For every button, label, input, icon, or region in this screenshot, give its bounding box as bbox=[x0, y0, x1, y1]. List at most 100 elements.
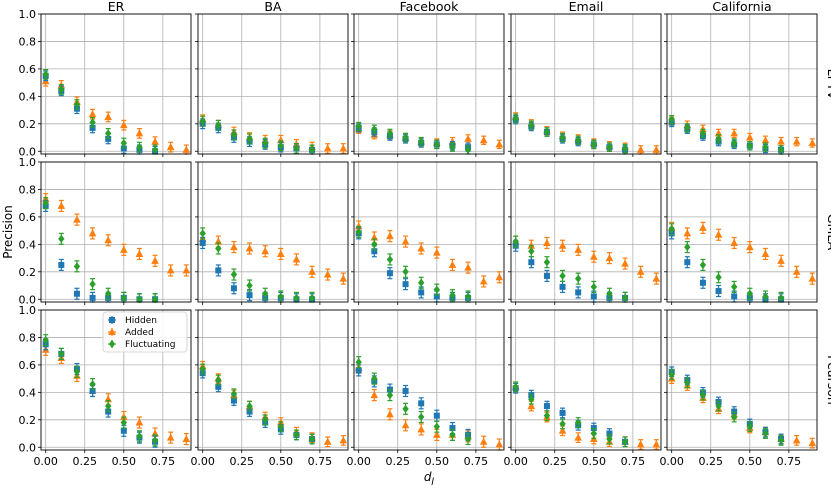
y-tick-label: 0.8 bbox=[19, 35, 37, 48]
data-point-added bbox=[339, 436, 348, 444]
x-tick-label: 0.50 bbox=[112, 455, 137, 468]
data-point-fluctuating bbox=[559, 271, 566, 280]
panel-lptv-california: California LPTV bbox=[664, 0, 831, 157]
panel-frame bbox=[197, 161, 349, 303]
data-point-added bbox=[261, 247, 269, 255]
data-point-fluctuating bbox=[120, 139, 128, 148]
data-point-added bbox=[166, 142, 175, 151]
data-point-added bbox=[792, 436, 801, 444]
x-tick-label: 0.25 bbox=[699, 455, 724, 468]
data-point-fluctuating bbox=[699, 129, 707, 138]
data-point-hidden bbox=[230, 285, 237, 292]
data-point-fluctuating bbox=[668, 115, 675, 124]
data-point-added bbox=[621, 259, 629, 267]
data-point-added bbox=[746, 242, 754, 251]
panel-lptv-facebook: Facebook bbox=[351, 0, 505, 157]
x-tick-label: 0.75 bbox=[308, 455, 333, 468]
y-tick-label: 0.8 bbox=[19, 331, 37, 344]
data-point-fluctuating bbox=[528, 247, 535, 256]
data-point-fluctuating bbox=[230, 270, 238, 279]
data-point-hidden bbox=[246, 408, 253, 415]
x-tick-label: 0.50 bbox=[269, 455, 294, 468]
data-point-fluctuating bbox=[715, 273, 722, 282]
data-point-hidden bbox=[371, 248, 378, 255]
data-point-fluctuating bbox=[104, 289, 112, 298]
data-point-fluctuating bbox=[104, 129, 112, 138]
panel-gmla-facebook bbox=[351, 161, 505, 305]
data-point-added bbox=[292, 255, 301, 263]
data-point-added bbox=[558, 241, 567, 249]
data-point-fluctuating bbox=[621, 437, 629, 446]
data-point-added bbox=[590, 252, 598, 260]
panel-gmla-california: GMLA bbox=[664, 161, 831, 305]
panel-pearson-facebook: 0.00 0.25 0.50 0.75 bbox=[346, 309, 505, 468]
data-point-added bbox=[386, 410, 394, 418]
column-title: BA bbox=[264, 0, 282, 14]
data-point-added bbox=[730, 129, 738, 137]
row-title: LPTV bbox=[825, 69, 831, 100]
y-tick-label: 0.4 bbox=[19, 386, 37, 399]
data-point-added bbox=[104, 236, 112, 244]
data-point-added bbox=[182, 145, 191, 153]
data-point-fluctuating bbox=[699, 391, 707, 400]
data-point-fluctuating bbox=[590, 282, 598, 291]
legend: Hidden Added Fluctuating bbox=[102, 311, 188, 353]
panel-frame bbox=[197, 13, 349, 155]
data-point-fluctuating bbox=[606, 289, 613, 298]
data-point-fluctuating bbox=[699, 260, 707, 269]
data-point-added bbox=[401, 421, 410, 429]
data-point-added bbox=[433, 248, 441, 256]
x-tick-label: 0.50 bbox=[582, 455, 607, 468]
data-point-fluctuating bbox=[433, 422, 441, 431]
data-point-hidden bbox=[199, 239, 206, 246]
data-point-fluctuating bbox=[746, 141, 754, 150]
data-point-hidden bbox=[684, 259, 691, 266]
x-tick-label: 0.75 bbox=[777, 455, 802, 468]
data-point-fluctuating bbox=[355, 358, 362, 367]
data-point-fluctuating bbox=[777, 436, 785, 445]
panel-frame bbox=[353, 309, 505, 451]
data-point-added bbox=[386, 231, 394, 240]
data-point-fluctuating bbox=[777, 145, 785, 154]
y-tick-label: 0.8 bbox=[19, 183, 37, 196]
data-point-added bbox=[57, 201, 66, 209]
data-point-fluctuating bbox=[512, 114, 519, 123]
data-point-added bbox=[652, 274, 661, 282]
data-point-fluctuating bbox=[136, 295, 143, 304]
data-point-fluctuating bbox=[230, 389, 238, 398]
data-point-fluctuating bbox=[136, 432, 143, 441]
data-point-fluctuating bbox=[308, 293, 316, 302]
data-point-fluctuating bbox=[464, 145, 472, 154]
data-point-fluctuating bbox=[293, 293, 300, 302]
data-point-fluctuating bbox=[277, 422, 285, 431]
data-point-added bbox=[558, 426, 567, 434]
data-point-added bbox=[277, 249, 285, 257]
data-point-added bbox=[495, 440, 504, 448]
data-point-hidden bbox=[89, 294, 96, 301]
data-point-added bbox=[479, 437, 488, 445]
y-axis-label: Precision bbox=[1, 205, 15, 259]
data-point-fluctuating bbox=[746, 422, 754, 431]
x-tick-label: 0.00 bbox=[346, 455, 371, 468]
data-point-fluctuating bbox=[58, 85, 65, 94]
data-point-hidden bbox=[386, 270, 393, 277]
x-tick-label: 0.75 bbox=[464, 455, 489, 468]
data-point-fluctuating bbox=[120, 418, 128, 427]
data-point-fluctuating bbox=[42, 336, 49, 345]
data-point-added bbox=[120, 120, 128, 129]
data-point-fluctuating bbox=[528, 395, 535, 404]
data-point-added bbox=[652, 440, 661, 448]
data-point-hidden bbox=[58, 261, 65, 268]
data-point-fluctuating bbox=[58, 349, 65, 358]
data-point-fluctuating bbox=[574, 274, 582, 283]
y-tick-label: 0.6 bbox=[19, 211, 37, 224]
data-point-added bbox=[308, 267, 316, 275]
data-point-fluctuating bbox=[277, 141, 285, 150]
data-point-fluctuating bbox=[151, 436, 159, 445]
y-tick-label: 1.0 bbox=[19, 304, 37, 317]
data-point-fluctuating bbox=[528, 121, 535, 130]
data-point-fluctuating bbox=[402, 133, 409, 142]
data-point-added bbox=[479, 136, 488, 144]
data-point-fluctuating bbox=[371, 240, 378, 249]
data-point-added bbox=[166, 266, 175, 274]
